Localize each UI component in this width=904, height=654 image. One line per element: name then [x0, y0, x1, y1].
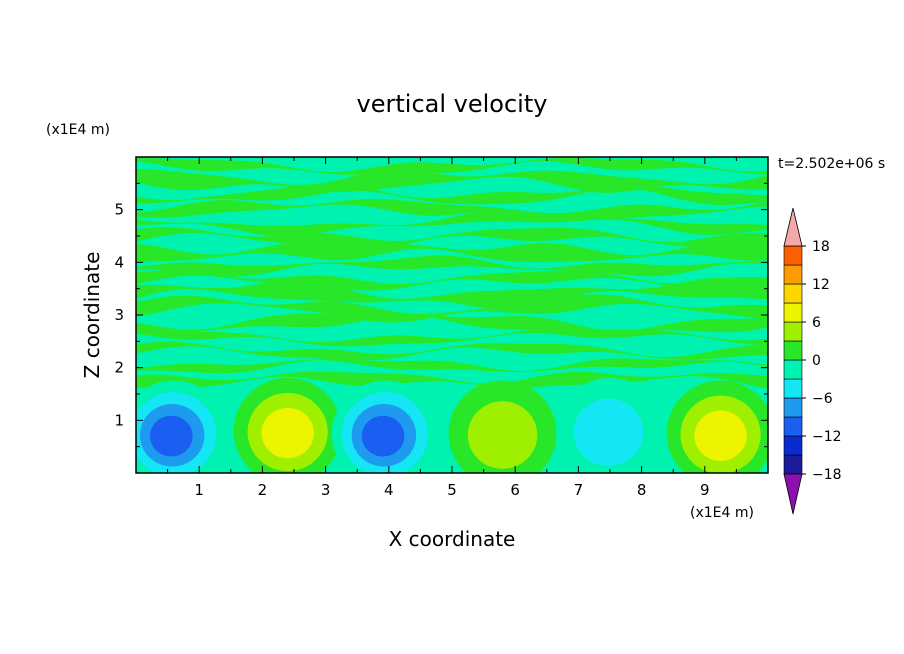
x-tick-label: 9 [700, 481, 710, 499]
x-unit-label: (x1E4 m) [690, 505, 754, 521]
colorbar-swatch [783, 245, 803, 266]
colorbar-swatch [783, 302, 803, 323]
y-axis: 1 2 3 4 5 [114, 156, 768, 474]
colorbar-swatch [783, 359, 803, 380]
x-axis: 1 2 3 4 5 6 7 8 9 [135, 157, 769, 499]
x-axis-label: X coordinate [389, 527, 516, 551]
velocity-band [136, 255, 768, 277]
y-tick-label: 3 [114, 306, 124, 324]
velocity-band [136, 358, 768, 374]
colorbar-swatch [783, 321, 803, 342]
colorbar: 18 12 6 0 −6 −12 −18 [783, 207, 842, 515]
velocity-band [136, 198, 768, 221]
time-label: t=2.502e+06 s [778, 156, 885, 172]
colorbar-swatch [783, 264, 803, 285]
y-axis-label: Z coordinate [80, 252, 104, 379]
colorbar-tick-label: 0 [812, 353, 821, 369]
x-tick-label: 1 [194, 481, 204, 499]
colorbar-tick-label: −12 [812, 429, 842, 445]
updraft-cell [233, 377, 342, 473]
x-tick-label: 2 [258, 481, 268, 499]
colorbar-tick-label: −18 [812, 467, 842, 483]
colorbar-tick-label: 6 [812, 315, 821, 331]
colorbar-under-arrow [783, 473, 803, 515]
velocity-band [136, 313, 768, 333]
downdraft-cell [136, 380, 228, 473]
velocity-band [136, 371, 768, 389]
chart-title: vertical velocity [357, 90, 548, 118]
y-tick-label: 1 [114, 411, 124, 429]
velocity-band [136, 241, 768, 263]
x-tick-label: 4 [384, 481, 394, 499]
colorbar-swatch [783, 397, 803, 418]
velocity-band [136, 294, 768, 323]
y-tick-label: 2 [114, 359, 124, 377]
x-tick-label: 7 [574, 481, 584, 499]
velocity-band [136, 210, 768, 237]
cell-contour [573, 398, 644, 467]
colorbar-swatch [783, 340, 803, 361]
cell-contour [694, 410, 747, 461]
x-tick-label: 8 [637, 481, 647, 499]
velocity-band [136, 327, 768, 347]
y-unit-label: (x1E4 m) [46, 122, 110, 138]
colorbar-swatch [783, 378, 803, 399]
velocity-band [136, 277, 768, 311]
cell-contour [467, 401, 538, 469]
colorbar-tick-label: 12 [812, 277, 830, 293]
colorbar-over-arrow [783, 207, 803, 247]
updraft-cell [448, 380, 557, 473]
velocity-band [136, 168, 768, 193]
convection-cells [136, 377, 768, 473]
x-tick-label: 5 [447, 481, 457, 499]
updraft-cell [666, 380, 768, 473]
colorbar-swatch [783, 435, 803, 456]
velocity-band [136, 158, 768, 175]
colorbar-swatch [783, 416, 803, 437]
cell-contour [261, 407, 314, 459]
plot-area [136, 157, 768, 473]
cell-contour [361, 415, 405, 457]
colorbar-tick-label: 18 [812, 239, 830, 255]
cell-contour [149, 415, 193, 457]
colorbar-tick-label: −6 [812, 391, 833, 407]
velocity-band [136, 270, 768, 291]
downdraft-cell [556, 377, 664, 473]
downdraft-cell [331, 380, 440, 473]
velocity-band [136, 227, 768, 249]
velocity-band [136, 341, 768, 361]
y-tick-label: 5 [114, 201, 124, 219]
x-tick-label: 6 [510, 481, 520, 499]
colorbar-swatch [783, 454, 803, 475]
velocity-band [136, 183, 768, 206]
x-tick-label: 3 [321, 481, 331, 499]
colorbar-swatch [783, 283, 803, 304]
background-bands [136, 158, 768, 389]
y-tick-label: 4 [114, 253, 124, 271]
